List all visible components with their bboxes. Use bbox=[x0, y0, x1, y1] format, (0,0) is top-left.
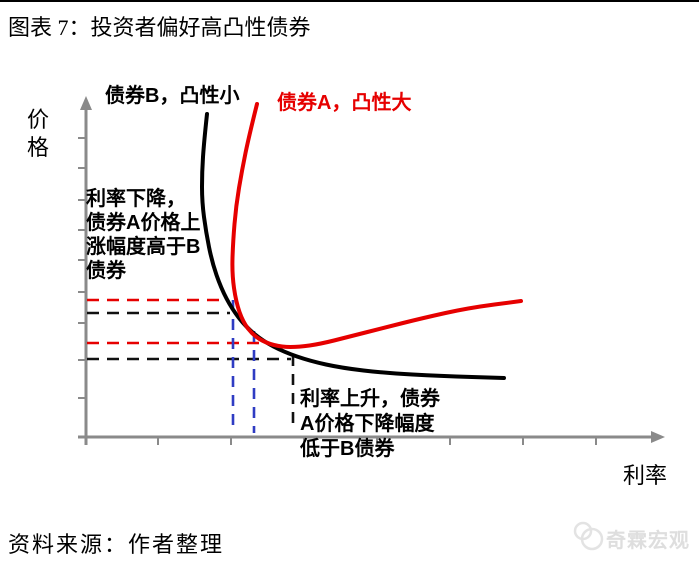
top-rule bbox=[0, 0, 699, 2]
page-title: 图表 7：投资者偏好高凸性债券 bbox=[8, 15, 311, 40]
curve-bond-a bbox=[230, 102, 523, 349]
rate-down-annotation: 利率下降， 债券A价格上 涨幅度高于B 债券 bbox=[86, 188, 201, 282]
bond-a-curve-label: 债券A，凸性大 bbox=[277, 92, 412, 114]
watermark-logo-icon bbox=[573, 521, 604, 551]
y-axis-arrow-icon bbox=[80, 96, 92, 110]
rate-up-annotation: 利率上升，债券 A价格下降幅度 低于B债券 bbox=[300, 388, 440, 460]
x-axis-arrow-icon bbox=[651, 431, 665, 443]
bond-b-curve-label: 债券B，凸性小 bbox=[105, 85, 240, 107]
x-axis-label: 利率 bbox=[623, 463, 668, 488]
watermark: 奇霖宏观 bbox=[606, 530, 690, 552]
curve-bond-b bbox=[200, 112, 506, 380]
y-axis-label: 价格 bbox=[26, 107, 49, 160]
source-note: 资料来源：作者整理 bbox=[8, 532, 225, 557]
